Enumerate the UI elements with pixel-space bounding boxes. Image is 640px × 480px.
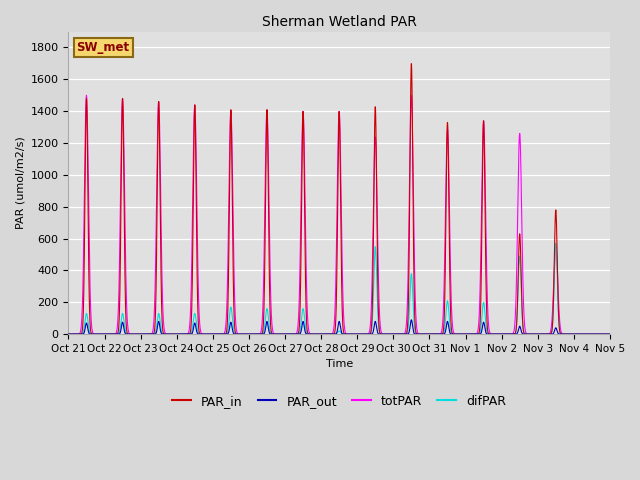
Line: PAR_in: PAR_in xyxy=(68,64,610,334)
totPAR xyxy=(83,92,90,98)
totPAR xyxy=(273,331,280,337)
totPAR xyxy=(127,331,134,337)
PAR_in xyxy=(126,331,134,337)
difPAR xyxy=(537,331,545,337)
PAR_out xyxy=(296,331,303,337)
PAR_out xyxy=(596,331,604,337)
totPAR xyxy=(596,331,604,337)
PAR_in xyxy=(538,331,545,337)
totPAR xyxy=(538,331,545,337)
Y-axis label: PAR (umol/m2/s): PAR (umol/m2/s) xyxy=(15,136,25,229)
totPAR xyxy=(159,295,166,300)
difPAR xyxy=(552,240,559,246)
PAR_in xyxy=(606,331,614,337)
difPAR xyxy=(272,331,280,337)
totPAR xyxy=(65,331,72,337)
totPAR xyxy=(296,277,303,283)
difPAR xyxy=(296,330,303,336)
Line: PAR_out: PAR_out xyxy=(68,320,610,334)
PAR_in xyxy=(296,320,303,326)
Text: SW_met: SW_met xyxy=(77,41,130,54)
PAR_out xyxy=(159,331,166,337)
PAR_out xyxy=(408,317,415,323)
PAR_out xyxy=(65,331,72,337)
totPAR xyxy=(606,331,614,337)
difPAR xyxy=(65,331,72,337)
PAR_in xyxy=(159,322,166,327)
PAR_in xyxy=(596,331,604,337)
PAR_out xyxy=(606,331,614,337)
PAR_out xyxy=(538,331,545,337)
X-axis label: Time: Time xyxy=(326,360,353,370)
PAR_out xyxy=(596,331,604,337)
PAR_in xyxy=(272,331,280,337)
Line: totPAR: totPAR xyxy=(68,95,610,334)
Line: difPAR: difPAR xyxy=(68,243,610,334)
PAR_in xyxy=(408,61,415,67)
PAR_out xyxy=(272,331,280,337)
difPAR xyxy=(126,331,134,337)
difPAR xyxy=(596,331,604,337)
difPAR xyxy=(159,330,166,336)
difPAR xyxy=(606,331,614,337)
Legend: PAR_in, PAR_out, totPAR, difPAR: PAR_in, PAR_out, totPAR, difPAR xyxy=(167,390,511,413)
Title: Sherman Wetland PAR: Sherman Wetland PAR xyxy=(262,15,417,29)
PAR_in xyxy=(65,331,72,337)
PAR_out xyxy=(126,331,134,337)
